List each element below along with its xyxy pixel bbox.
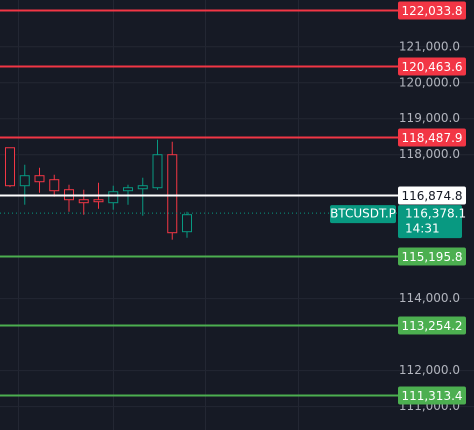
- price-label: 120,463.6: [401, 60, 462, 74]
- y-tick-label: 112,000.0: [399, 363, 460, 377]
- candle-body: [152, 154, 163, 189]
- price-label: 118,487.9: [401, 131, 462, 145]
- symbol-label: BTCUSDT.P: [330, 207, 396, 221]
- price-label-box: [398, 316, 466, 335]
- y-tick-label: 119,000.0: [399, 111, 460, 125]
- candle-body: [93, 199, 104, 203]
- price-label: 113,254.2: [401, 319, 462, 333]
- last-price-label: 116,378.1: [405, 207, 466, 221]
- y-tick-label: 114,000.0: [399, 291, 460, 305]
- y-tick-label: 120,000.0: [399, 75, 460, 89]
- candle-body: [19, 175, 30, 187]
- candle-body: [5, 147, 15, 187]
- countdown-label: 14:31: [405, 222, 440, 236]
- candle-body: [123, 187, 133, 192]
- candle-body: [78, 199, 89, 204]
- price-label-box: [398, 386, 466, 405]
- price-label-box: [398, 57, 466, 76]
- candle-body: [108, 191, 119, 204]
- candle-body: [49, 179, 60, 192]
- price-label-box: [398, 247, 466, 266]
- price-label: 115,195.8: [401, 250, 462, 264]
- symbol-box: [330, 205, 396, 224]
- price-label: 116,874.8: [401, 189, 462, 203]
- vertical-grid: [18, 0, 299, 430]
- candle-body: [182, 214, 192, 233]
- candle-body: [34, 175, 45, 183]
- y-tick-label: 121,000.0: [399, 39, 460, 53]
- last-price-box: [398, 205, 462, 239]
- price-label: 111,313.4: [401, 389, 462, 403]
- candle-body: [137, 185, 148, 190]
- price-label-box: [398, 1, 466, 20]
- price-label-box: [398, 128, 466, 147]
- price-label: 122,033.8: [401, 4, 462, 18]
- price-label-box: [398, 186, 466, 205]
- candle-body: [167, 154, 178, 234]
- y-tick-label: 118,000.0: [399, 147, 460, 161]
